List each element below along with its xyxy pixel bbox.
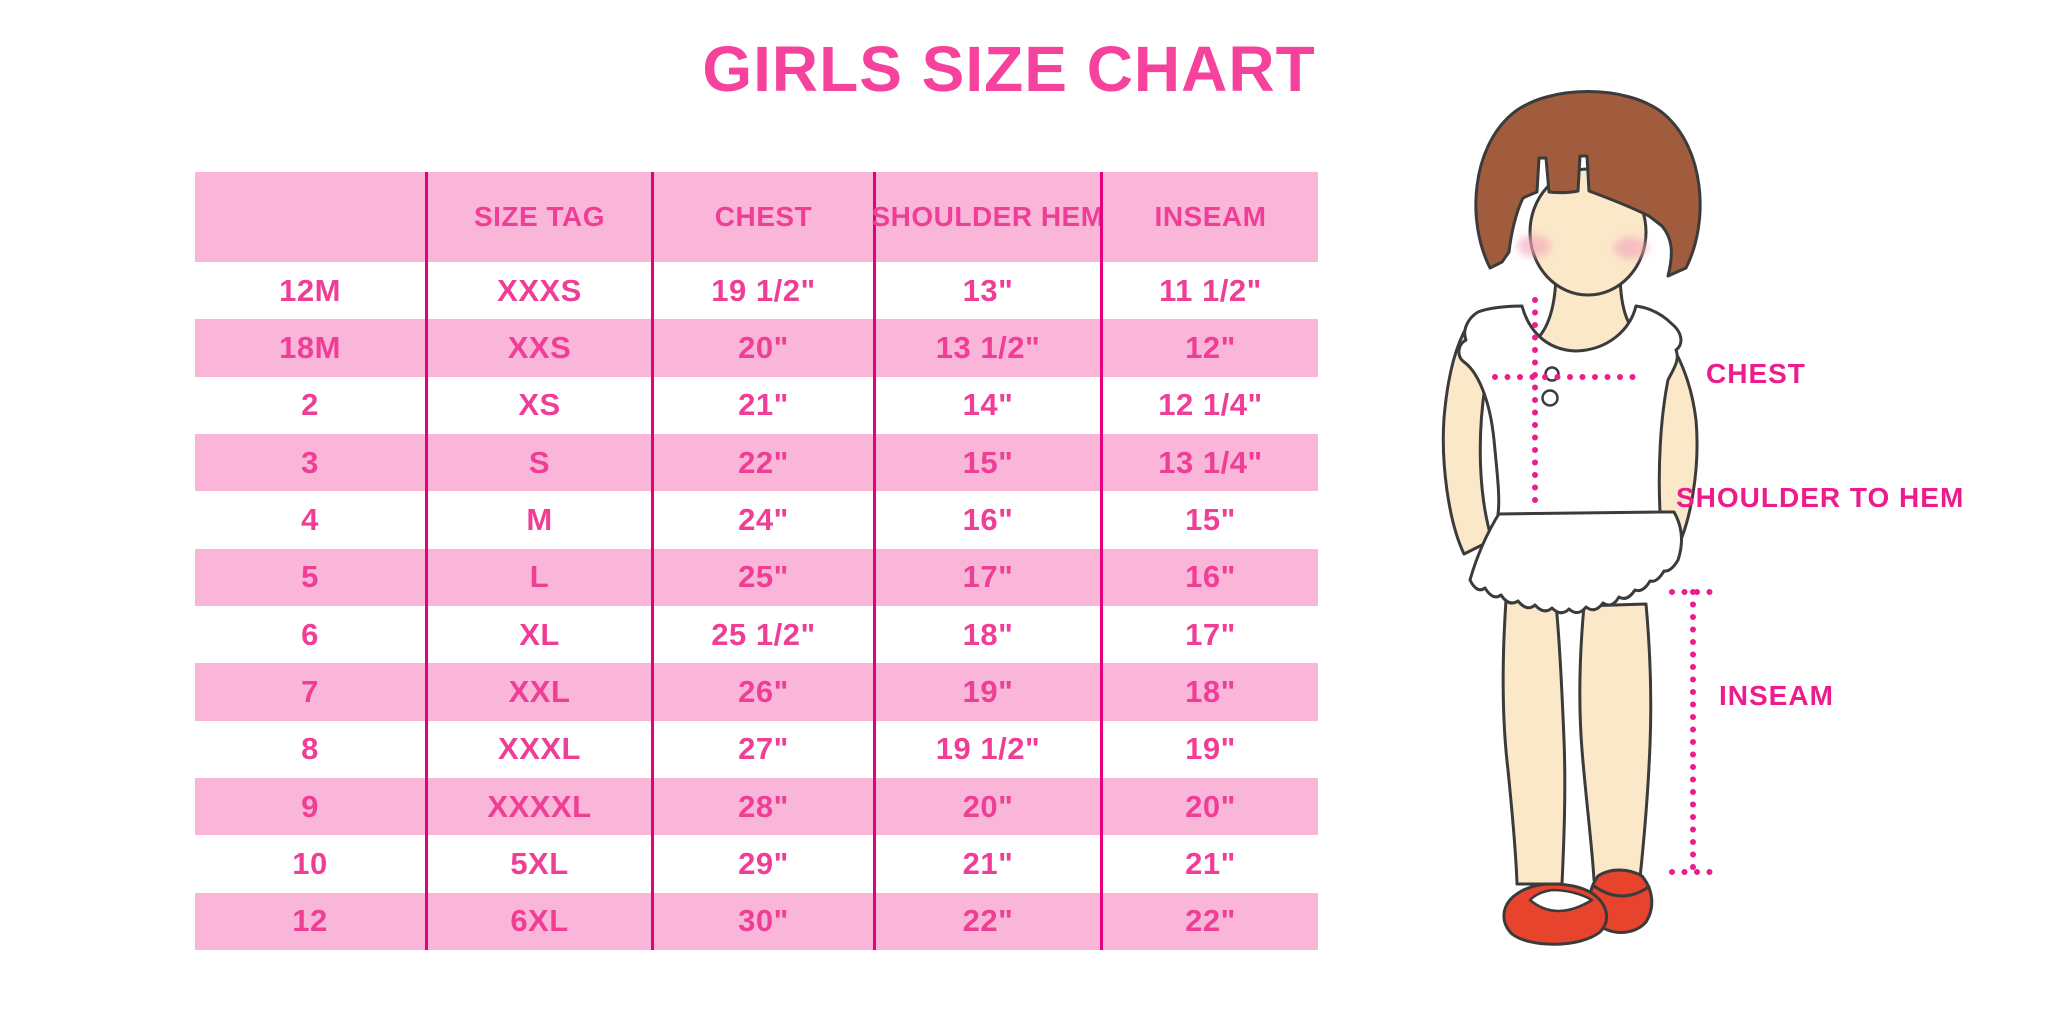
- chest-label: CHEST: [1706, 358, 1806, 389]
- cell-inseam: 19": [1100, 720, 1318, 778]
- cell-chest: 29": [651, 835, 873, 893]
- girl-blush-left: [1517, 235, 1551, 257]
- cell-inseam: 20": [1100, 777, 1318, 836]
- cell-chest: 22": [651, 433, 873, 492]
- cell-size: 18M: [279, 329, 341, 365]
- cell-size-tag: XXS: [425, 319, 651, 377]
- cell-size: 10: [292, 845, 328, 881]
- girl-measurement-illustration: [1441, 90, 1717, 946]
- cell-size-tag: XXL: [425, 663, 651, 721]
- girl-blush-right: [1614, 237, 1648, 259]
- table-row: 3 S 22" 15" 13 1/4": [195, 433, 1318, 492]
- cell-shoulder-hem: 18": [873, 605, 1100, 664]
- cell-inseam: 12 1/4": [1100, 376, 1318, 434]
- header-cell-inseam: INSEAM: [1100, 172, 1318, 262]
- girl-left-leg: [1501, 598, 1567, 886]
- cell-size-tag: XXXXL: [425, 777, 651, 836]
- cell-inseam: 12": [1100, 319, 1318, 377]
- cell-inseam: 16": [1100, 548, 1318, 606]
- shoulder-to-hem-label: SHOULDER TO HEM: [1676, 482, 1965, 513]
- cell-shoulder-hem: 14": [873, 376, 1100, 434]
- table-row: 4 M 24" 16" 15": [195, 491, 1318, 549]
- table-body: 12M XXXS 19 1/2" 13" 11 1/2" 18M XXS 20"…: [195, 262, 1318, 950]
- header-cell-blank: [195, 172, 425, 262]
- cell-shoulder-hem: 17": [873, 548, 1100, 606]
- cell-shoulder-hem: 22": [873, 892, 1100, 950]
- page-title: GIRLS SIZE CHART: [702, 33, 1316, 105]
- cell-size: 3: [301, 444, 319, 480]
- cell-size-tag: XXXL: [425, 720, 651, 778]
- cell-shoulder-hem: 13": [873, 262, 1100, 320]
- cell-size: 7: [301, 673, 319, 709]
- cell-chest: 28": [651, 777, 873, 836]
- table-row: 18M XXS 20" 13 1/2" 12": [195, 319, 1318, 377]
- table-row: 10 5XL 29" 21" 21": [195, 835, 1318, 893]
- table-row: 8 XXXL 27" 19 1/2" 19": [195, 720, 1318, 778]
- cell-shoulder-hem: 13 1/2": [873, 319, 1100, 377]
- cell-inseam: 11 1/2": [1100, 262, 1318, 320]
- girl-right-leg: [1578, 602, 1653, 882]
- table-row: 6 XL 25 1/2" 18" 17": [195, 605, 1318, 664]
- cell-shoulder-hem: 15": [873, 433, 1100, 492]
- girl-top: [1457, 304, 1683, 516]
- cell-size: 9: [301, 788, 319, 824]
- cell-size: 2: [301, 387, 319, 423]
- table-row: 9 XXXXL 28" 20" 20": [195, 777, 1318, 836]
- cell-inseam: 13 1/4": [1100, 433, 1318, 492]
- cell-chest: 20": [651, 319, 873, 377]
- cell-chest: 27": [651, 720, 873, 778]
- table-row: 2 XS 21" 14" 12 1/4": [195, 376, 1318, 434]
- cell-size: 12: [292, 903, 328, 939]
- cell-size-tag: XS: [425, 376, 651, 434]
- table-row: 5 L 25" 17" 16": [195, 548, 1318, 606]
- cell-size: 8: [301, 731, 319, 767]
- cell-chest: 21": [651, 376, 873, 434]
- cell-size-tag: XL: [425, 605, 651, 664]
- cell-size: 4: [301, 501, 319, 537]
- cell-size-tag: 6XL: [425, 892, 651, 950]
- cell-shoulder-hem: 20": [873, 777, 1100, 836]
- cell-size-tag: M: [425, 491, 651, 549]
- table-header-row: SIZE TAG CHEST SHOULDER HEM INSEAM: [195, 172, 1318, 262]
- cell-chest: 25 1/2": [651, 605, 873, 664]
- cell-inseam: 17": [1100, 605, 1318, 664]
- cell-size: 6: [301, 616, 319, 652]
- header-cell-shoulder-hem: SHOULDER HEM: [871, 172, 1104, 262]
- header-cell-chest: CHEST: [651, 172, 873, 262]
- cell-chest: 19 1/2": [651, 262, 873, 320]
- table-row: 12M XXXS 19 1/2" 13" 11 1/2": [195, 262, 1318, 320]
- cell-chest: 25": [651, 548, 873, 606]
- cell-inseam: 21": [1100, 835, 1318, 893]
- header-cell-size-tag: SIZE TAG: [425, 172, 651, 262]
- cell-inseam: 22": [1100, 892, 1318, 950]
- cell-size: 12M: [279, 272, 341, 308]
- cell-size-tag: S: [425, 433, 651, 492]
- girl-skirt: [1468, 510, 1683, 615]
- girl-hair: [1474, 90, 1702, 278]
- cell-inseam: 18": [1100, 663, 1318, 721]
- girl-top-button-2: [1541, 389, 1559, 407]
- girl-left-shoe-opening: [1528, 888, 1594, 913]
- cell-chest: 24": [651, 491, 873, 549]
- cell-chest: 26": [651, 663, 873, 721]
- cell-size-tag: 5XL: [425, 835, 651, 893]
- cell-shoulder-hem: 16": [873, 491, 1100, 549]
- cell-size: 5: [301, 559, 319, 595]
- cell-shoulder-hem: 19": [873, 663, 1100, 721]
- girl-right-shoe-strap: [1593, 884, 1651, 898]
- cell-inseam: 15": [1100, 491, 1318, 549]
- table-row: 7 XXL 26" 19" 18": [195, 663, 1318, 721]
- inseam-label: INSEAM: [1719, 680, 1834, 711]
- cell-shoulder-hem: 19 1/2": [873, 720, 1100, 778]
- cell-shoulder-hem: 21": [873, 835, 1100, 893]
- cell-size-tag: XXXS: [425, 262, 651, 320]
- cell-chest: 30": [651, 892, 873, 950]
- table-row: 12 6XL 30" 22" 22": [195, 892, 1318, 950]
- size-chart-table: SIZE TAG CHEST SHOULDER HEM INSEAM 12M X…: [195, 172, 1318, 950]
- cell-size-tag: L: [425, 548, 651, 606]
